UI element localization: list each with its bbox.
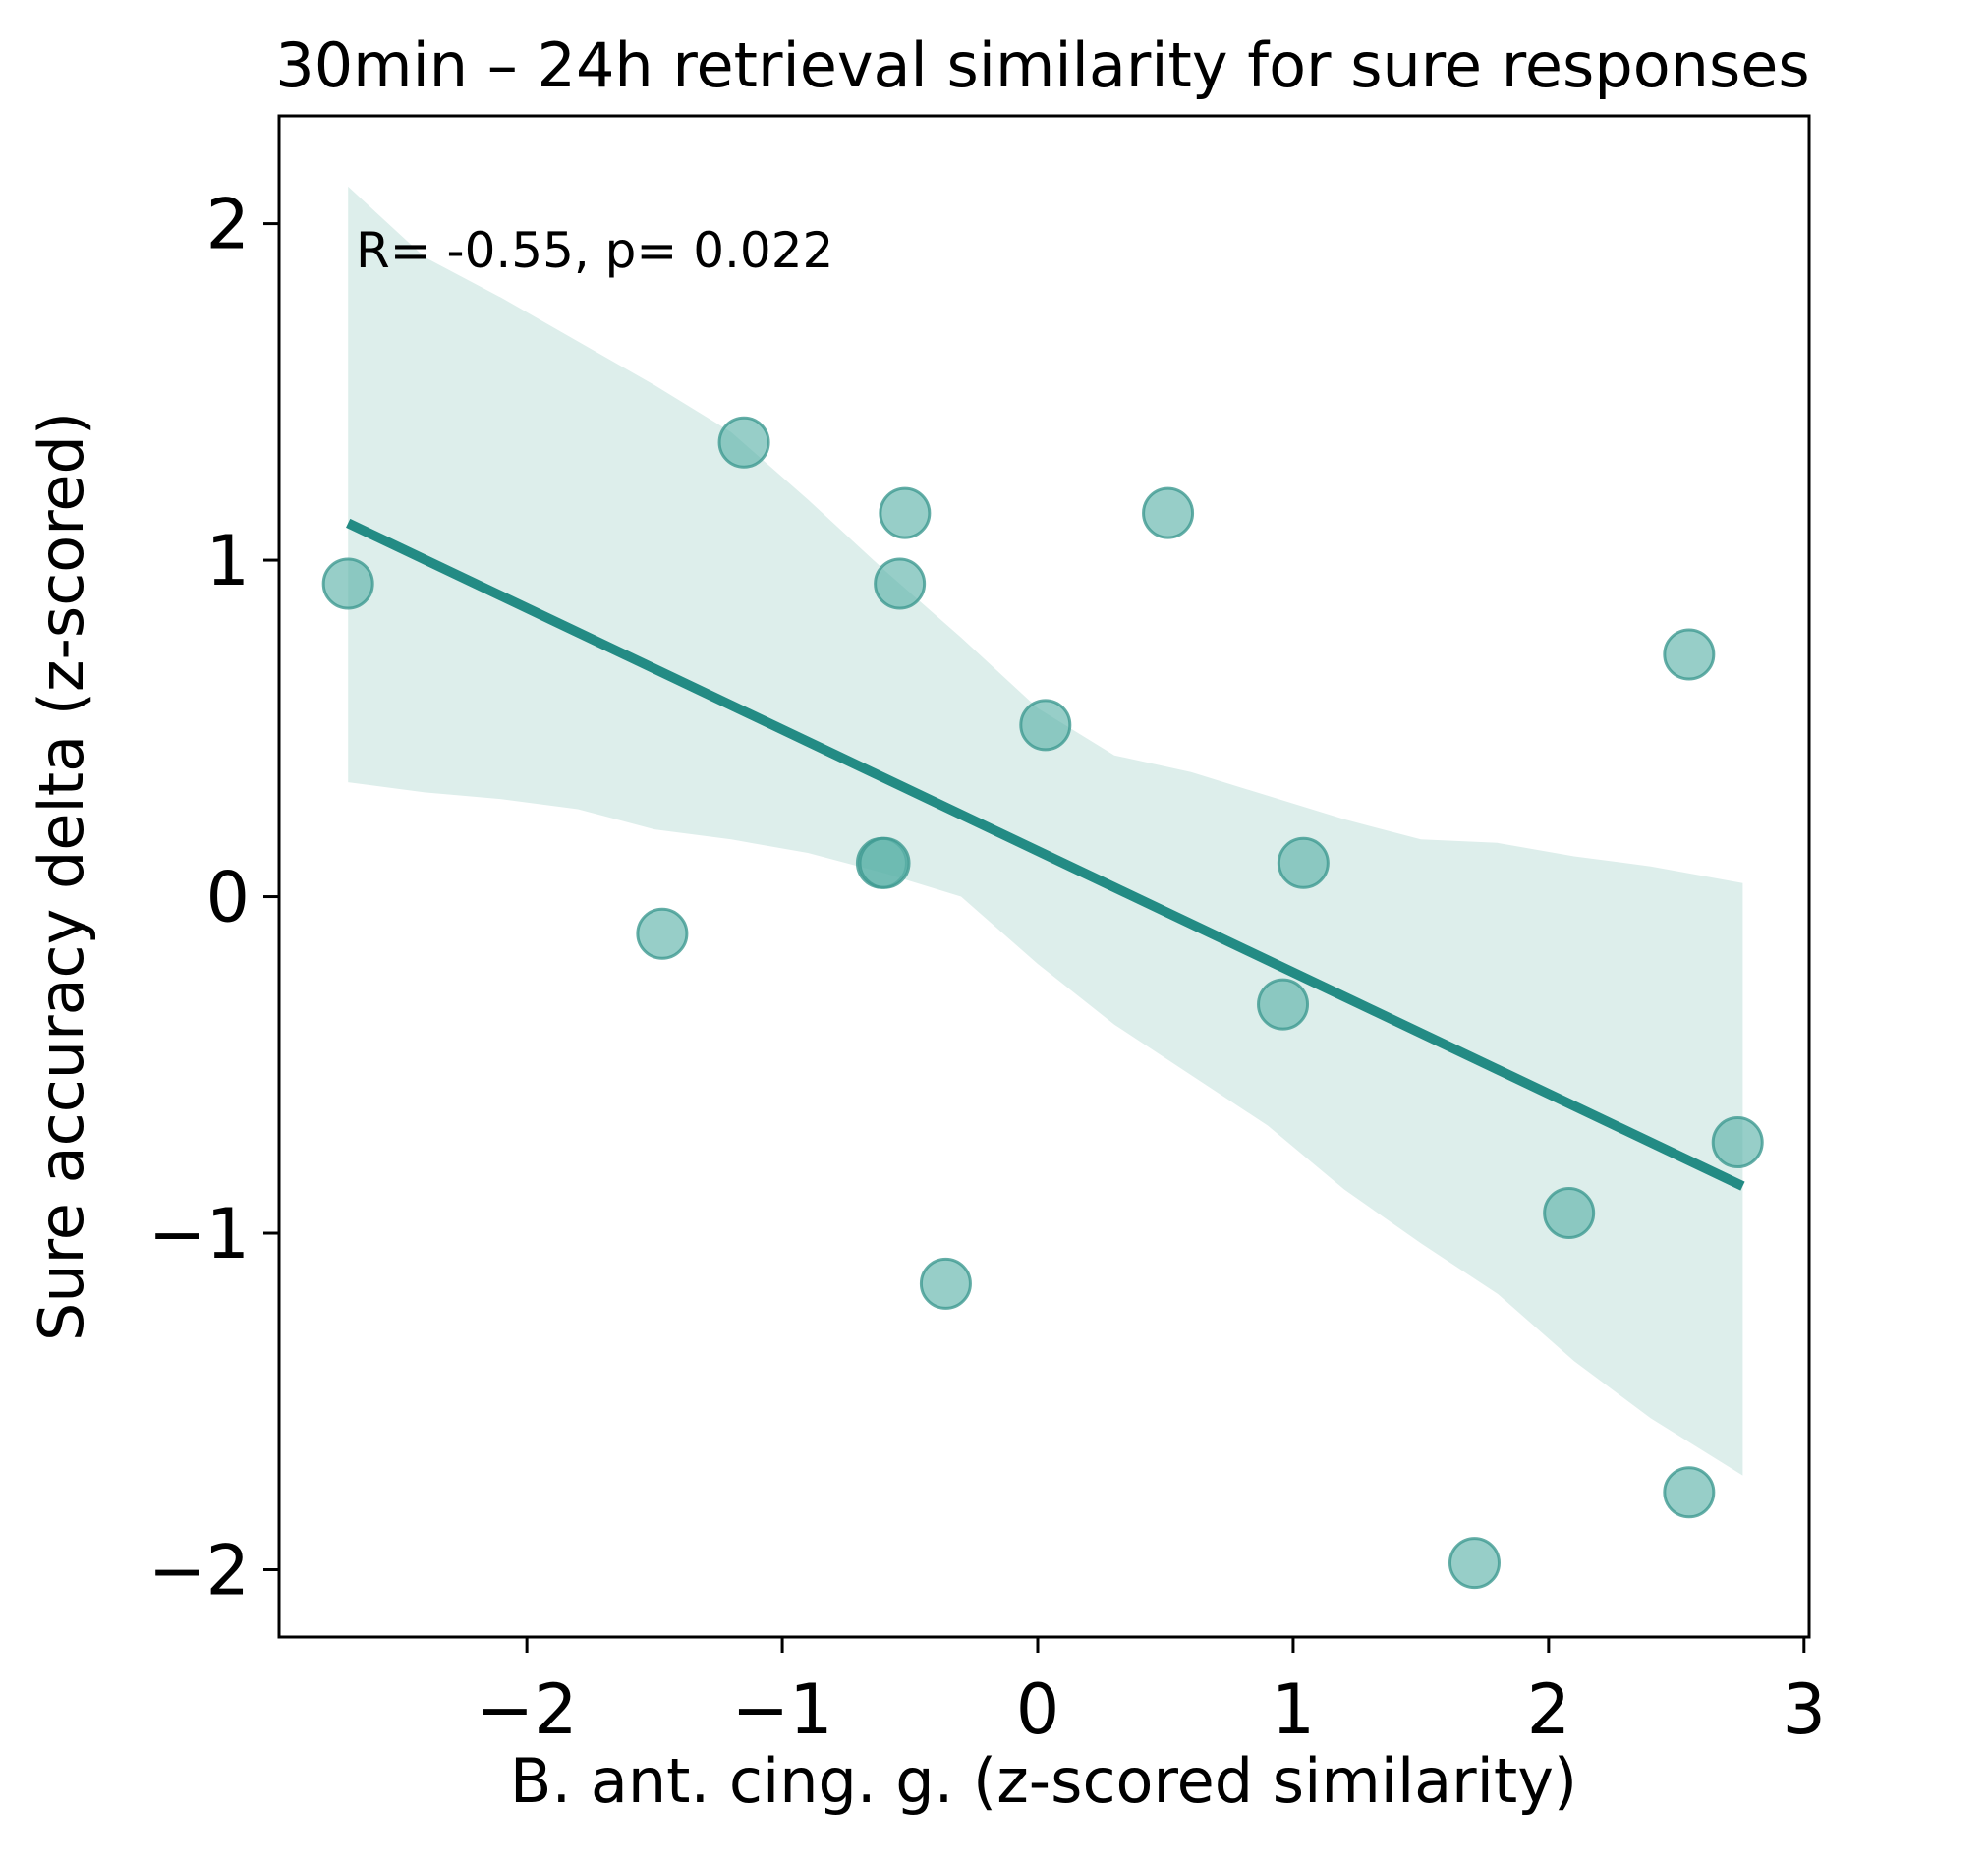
confidence-band [348, 186, 1743, 1476]
data-point [1543, 1186, 1596, 1239]
x-tick-label: 0 [1016, 1669, 1060, 1750]
data-point [636, 907, 689, 960]
plot-frame [277, 114, 1811, 1639]
data-point [1019, 699, 1072, 752]
data-points [321, 416, 1764, 1590]
data-point [321, 557, 374, 610]
data-point [1663, 628, 1716, 681]
regression-line [346, 518, 1745, 1191]
plot-area [277, 114, 1811, 1639]
data-point [1277, 836, 1330, 889]
data-point [1711, 1116, 1764, 1169]
y-tick-label: −1 [148, 1194, 250, 1274]
x-tick-label: −1 [731, 1669, 832, 1750]
y-axis-ticks: −2 −1 0 1 2 [148, 185, 279, 1611]
correlation-annotation: R= -0.55, p= 0.022 [356, 222, 833, 279]
data-point [879, 486, 932, 539]
data-point [1448, 1537, 1501, 1590]
x-tick-label: 3 [1783, 1669, 1827, 1750]
y-tick-label: 1 [205, 521, 250, 601]
y-tick-label: 0 [205, 858, 250, 938]
x-tick-label: −2 [477, 1669, 578, 1750]
data-point [858, 836, 911, 889]
y-tick-label: −2 [148, 1531, 250, 1611]
y-axis-label: Sure accuracy delta (z-scored) [26, 412, 97, 1341]
data-point [717, 416, 770, 469]
y-tick-label: 2 [205, 185, 250, 265]
x-axis-ticks: −2 −1 0 1 2 3 [477, 1637, 1827, 1750]
data-point [1142, 486, 1195, 539]
chart-title: 30min – 24h retrieval similarity for sur… [275, 29, 1809, 101]
data-point [919, 1257, 972, 1310]
data-point [1257, 978, 1310, 1031]
x-axis-label: B. ant. cing. g. (z-scored similarity) [510, 1745, 1577, 1817]
data-point [874, 557, 927, 610]
x-tick-label: 1 [1272, 1669, 1316, 1750]
x-tick-label: 2 [1527, 1669, 1571, 1750]
data-point [1663, 1466, 1716, 1519]
